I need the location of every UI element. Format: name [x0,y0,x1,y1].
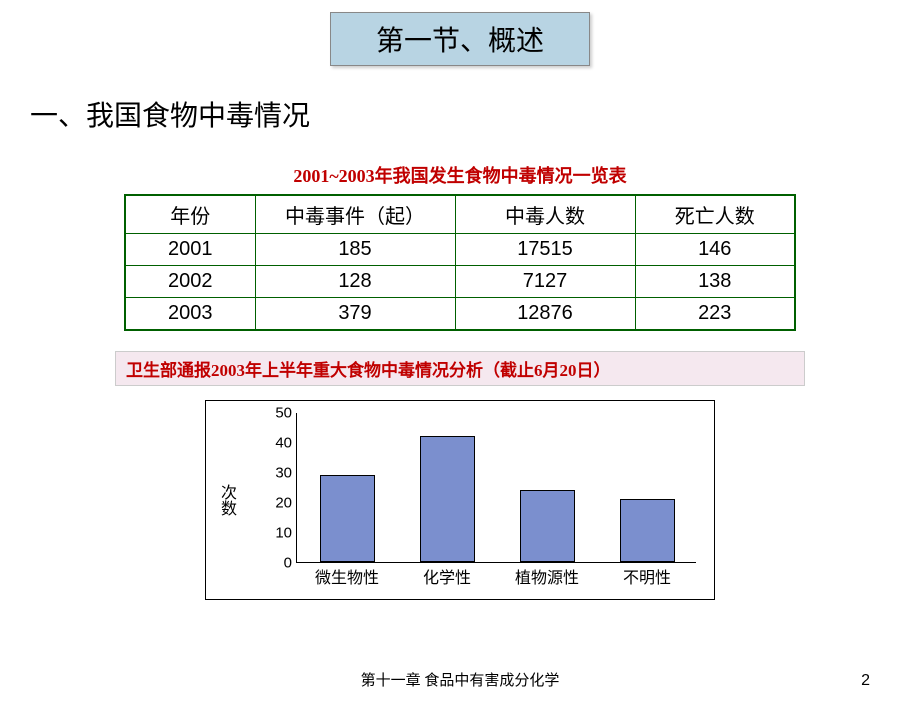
cell: 2003 [125,298,255,331]
cell: 185 [255,234,455,266]
chart-ytick: 0 [257,555,292,572]
chart-bar [520,490,575,562]
table-row: 2002 128 7127 138 [125,266,795,298]
table-row: 2003 379 12876 223 [125,298,795,331]
chart-ytick: 30 [257,465,292,482]
data-table: 年份 中毒事件（起） 中毒人数 死亡人数 2001 185 17515 146 … [124,194,796,331]
cell: 128 [255,266,455,298]
chart-ytick: 10 [257,525,292,542]
sub-caption-text: 卫生部通报2003年上半年重大食物中毒情况分析（截止6月20日） [126,361,611,380]
chart-xlabel: 化学性 [402,564,492,588]
chart-bar [420,436,475,562]
chart-ytick: 40 [257,435,292,452]
cell: 2002 [125,266,255,298]
chart-ytick: 20 [257,495,292,512]
cell: 2001 [125,234,255,266]
bar-chart: 次数 01020304050微生物性化学性植物源性不明性 [205,400,715,600]
section-heading: 一、我国食物中毒情况 [30,94,920,134]
cell: 17515 [455,234,635,266]
chart-ytick: 50 [257,405,292,422]
chart-xlabel: 植物源性 [502,564,592,588]
cell: 379 [255,298,455,331]
chart-y-axis-label: 次数 [214,484,238,516]
slide-title: 第一节、概述 [330,12,590,66]
col-header-deaths: 死亡人数 [635,195,795,234]
table-header-row: 年份 中毒事件（起） 中毒人数 死亡人数 [125,195,795,234]
col-header-year: 年份 [125,195,255,234]
col-header-events: 中毒事件（起） [255,195,455,234]
page-number: 2 [861,672,870,690]
table-caption: 2001~2003年我国发生食物中毒情况一览表 [0,162,920,188]
footer-chapter: 第十一章 食品中有害成分化学 [0,669,920,690]
table-row: 2001 185 17515 146 [125,234,795,266]
cell: 146 [635,234,795,266]
col-header-people: 中毒人数 [455,195,635,234]
chart-xlabel: 微生物性 [302,564,392,588]
chart-plot-area: 01020304050微生物性化学性植物源性不明性 [296,413,696,563]
chart-bar [320,475,375,562]
sub-caption-box: 卫生部通报2003年上半年重大食物中毒情况分析（截止6月20日） [115,351,805,386]
chart-bar [620,499,675,562]
cell: 7127 [455,266,635,298]
cell: 223 [635,298,795,331]
cell: 138 [635,266,795,298]
chart-xlabel: 不明性 [602,564,692,588]
cell: 12876 [455,298,635,331]
